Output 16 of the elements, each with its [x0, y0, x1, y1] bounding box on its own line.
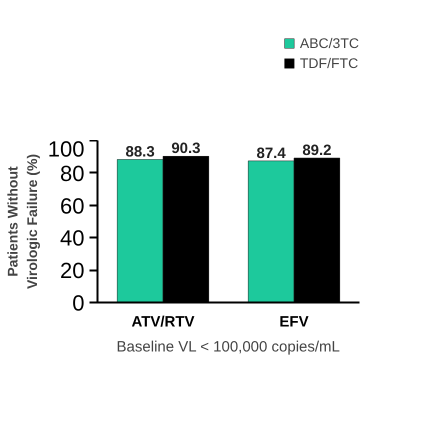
- y-tick-label: 60: [60, 193, 85, 218]
- data-label: 90.3: [171, 140, 201, 158]
- y-tick-label: 40: [60, 226, 85, 251]
- x-tick-label: EFV: [279, 314, 309, 330]
- y-tick-label: 0: [72, 290, 85, 316]
- y-tick-label: 80: [60, 160, 85, 186]
- data-label: 89.2: [302, 142, 332, 159]
- x-tick-label: ATV/RTV: [131, 314, 195, 330]
- y-tick-label: 20: [60, 258, 85, 284]
- x-axis-title: Baseline VL < 100,000 copies/mL: [116, 338, 340, 356]
- data-label: 88.3: [125, 143, 155, 160]
- legend-label: ABC/3TC: [300, 35, 359, 51]
- y-tick-label: 100: [48, 136, 85, 162]
- y-axis-title: Patients Without Virologic Failure (%): [4, 154, 40, 290]
- legend-label: TDF/FTC: [300, 55, 358, 71]
- data-label: 87.4: [256, 144, 286, 162]
